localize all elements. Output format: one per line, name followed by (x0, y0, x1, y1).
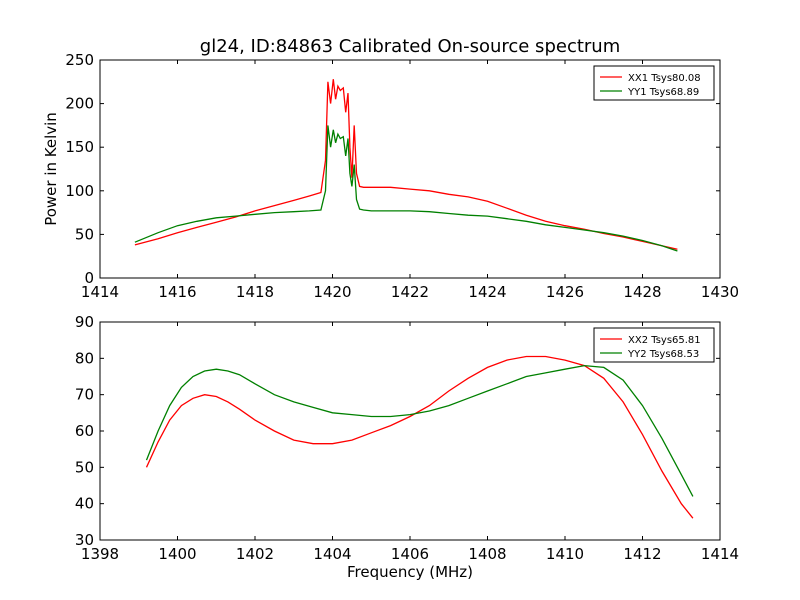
legend: XX1 Tsys80.08 YY1 Tsys68.89 (593, 65, 715, 101)
x-tick-label: 1404 (313, 545, 351, 563)
x-tick-label: 1412 (623, 545, 661, 563)
y-tick-label: 200 (65, 95, 94, 113)
y-tick-label: 70 (75, 386, 94, 404)
y-tick-label: 0 (84, 269, 94, 287)
legend-label: YY1 Tsys68.89 (627, 87, 699, 98)
x-tick-label: 1406 (391, 545, 429, 563)
x-tick-label: 1424 (468, 283, 506, 301)
series-line-xx1 (134, 79, 678, 250)
series-line-yy1 (134, 125, 678, 252)
x-tick-label: 1416 (158, 283, 196, 301)
y-tick-label: 150 (65, 138, 94, 156)
y-tick-label: 80 (75, 349, 94, 367)
series-line-yy2 (145, 364, 694, 497)
series-line-xx2 (145, 355, 694, 519)
y-tick-label: 50 (75, 225, 94, 243)
y-tick-label: 250 (65, 51, 94, 69)
x-tick-label: 1426 (546, 283, 584, 301)
x-tick-label: 1402 (236, 545, 274, 563)
legend-label: XX1 Tsys80.08 (628, 73, 701, 84)
plot-panel-1: 1414 1416 1418 1420 1422 1424 1426 1428 1430 0 50 1… (65, 51, 739, 301)
x-tick-label: 1414 (701, 545, 739, 563)
x-tick-label: 1418 (236, 283, 274, 301)
legend-box (593, 65, 715, 101)
x-tick-label: 1414 (81, 283, 119, 301)
legend-box (593, 327, 715, 363)
x-tick-label: 1430 (701, 283, 739, 301)
x-axis-label: Frequency (MHz) (347, 563, 473, 581)
x-tick-label: 1408 (468, 545, 506, 563)
x-tick-label: 1410 (546, 545, 584, 563)
x-tick-label: 1400 (158, 545, 196, 563)
legend-label: YY2 Tsys68.53 (627, 349, 699, 360)
chart-title: gl24, ID:84863 Calibrated On-source spec… (200, 36, 620, 57)
y-tick-label: 90 (75, 313, 94, 331)
y-tick-label: 60 (75, 422, 94, 440)
plot-panel-2: 1398 1400 1402 1404 1406 1408 1410 1412 1414 30 40… (75, 313, 739, 563)
y-tick-label: 30 (75, 531, 94, 549)
plots-container: 1414 1416 1418 1420 1422 1424 1426 1428 14300501… (65, 51, 739, 563)
x-tick-label: 1420 (313, 283, 351, 301)
legend-label: XX2 Tsys65.81 (628, 335, 701, 346)
y-tick-label: 40 (75, 495, 94, 513)
x-tick-label: 1428 (623, 283, 661, 301)
legend: XX2 Tsys65.81 YY2 Tsys68.53 (593, 327, 715, 363)
y-tick-label: 100 (65, 182, 94, 200)
x-tick-label: 1398 (81, 545, 119, 563)
y-axis-label: Power in Kelvin (42, 112, 60, 226)
x-tick-label: 1422 (391, 283, 429, 301)
y-tick-label: 50 (75, 458, 94, 476)
